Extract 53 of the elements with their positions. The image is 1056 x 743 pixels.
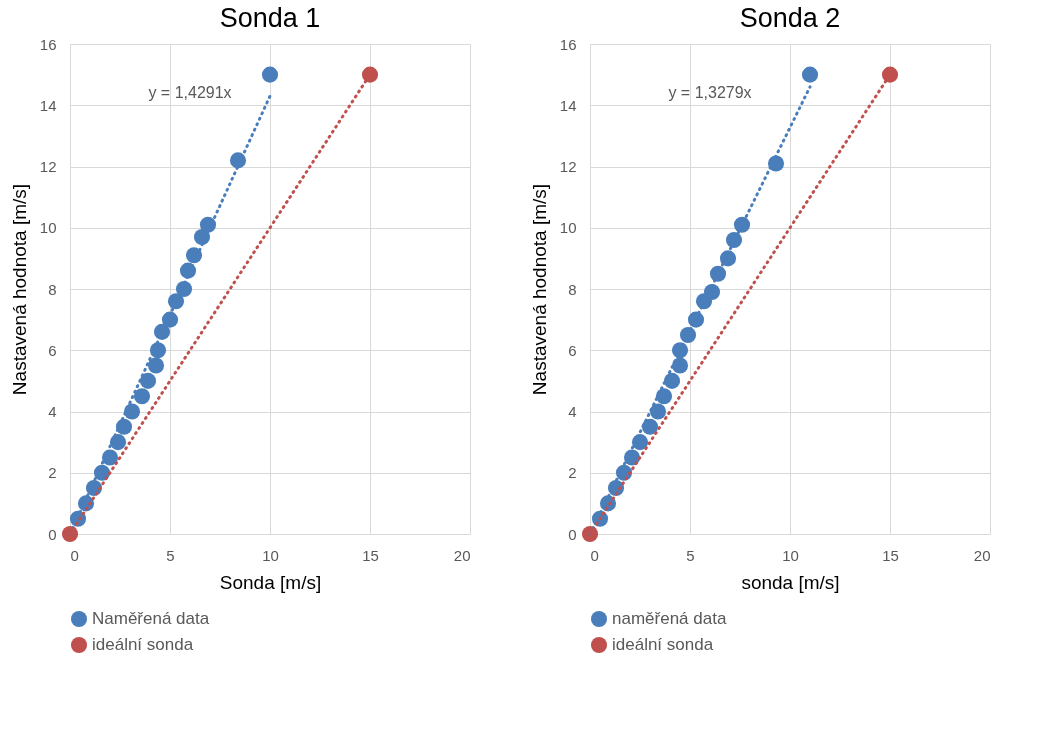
y-axis-title: Nastavená hodnota [m/s] [528,183,550,396]
y-tick-label: 14 [39,96,57,114]
y-tick-label: 14 [559,96,577,114]
point [261,66,279,83]
y-tick-label: 12 [559,158,577,175]
y-tick-label: 6 [48,341,57,359]
y-tick-label: 8 [48,280,57,298]
x-axis-title: sonda [m/s] [741,571,840,593]
y-tick-label: 16 [39,35,57,53]
point [649,403,667,420]
y-tick-label: 2 [48,464,57,482]
legend-label: ideální sonda [612,635,714,654]
y-tick-label: 0 [568,525,577,543]
annotation: y = 1,3279x [668,84,752,101]
chart-title: Sonda 1 [219,3,321,33]
x-tick-label: 20 [453,546,471,564]
point [361,66,379,83]
x-tick-label: 5 [686,546,695,564]
x-tick-label: 15 [882,546,899,564]
point [133,388,151,405]
chart-title: Sonda 2 [739,3,841,33]
x-tick-label: 5 [166,546,175,564]
point [61,525,79,543]
point [147,357,165,374]
y-axis-title: Nastavená hodnota [m/s] [8,183,30,396]
point [881,66,899,83]
x-axis-title: Sonda [m/s] [219,571,322,593]
legend-label: ideální sonda [92,635,194,654]
y-tick-label: 10 [559,219,577,237]
y-tick-label: 0 [48,525,57,543]
y-tick-label: 4 [48,403,57,420]
y-tick-label: 12 [39,158,57,175]
y-tick-label: 4 [568,403,577,420]
annotation: y = 1,4291x [148,84,232,101]
y-tick-label: 8 [568,280,577,298]
y-tick-label: 16 [559,35,577,53]
x-tick-label: 10 [262,546,279,564]
x-tick-label: 0 [70,546,79,564]
legend-label: Naměřená data [92,609,210,628]
x-tick-label: 15 [362,546,379,564]
point [663,372,681,389]
y-tick-label: 10 [39,219,57,237]
x-tick-label: 10 [782,546,799,564]
y-tick-label: 6 [568,341,577,359]
x-tick-label: 20 [973,546,991,564]
point [581,525,599,543]
point [109,434,127,451]
x-tick-label: 0 [590,546,599,564]
y-tick-label: 2 [568,464,577,482]
point [801,66,819,83]
legend-label: naměřená data [612,609,727,628]
point [139,372,157,389]
point [655,388,673,405]
